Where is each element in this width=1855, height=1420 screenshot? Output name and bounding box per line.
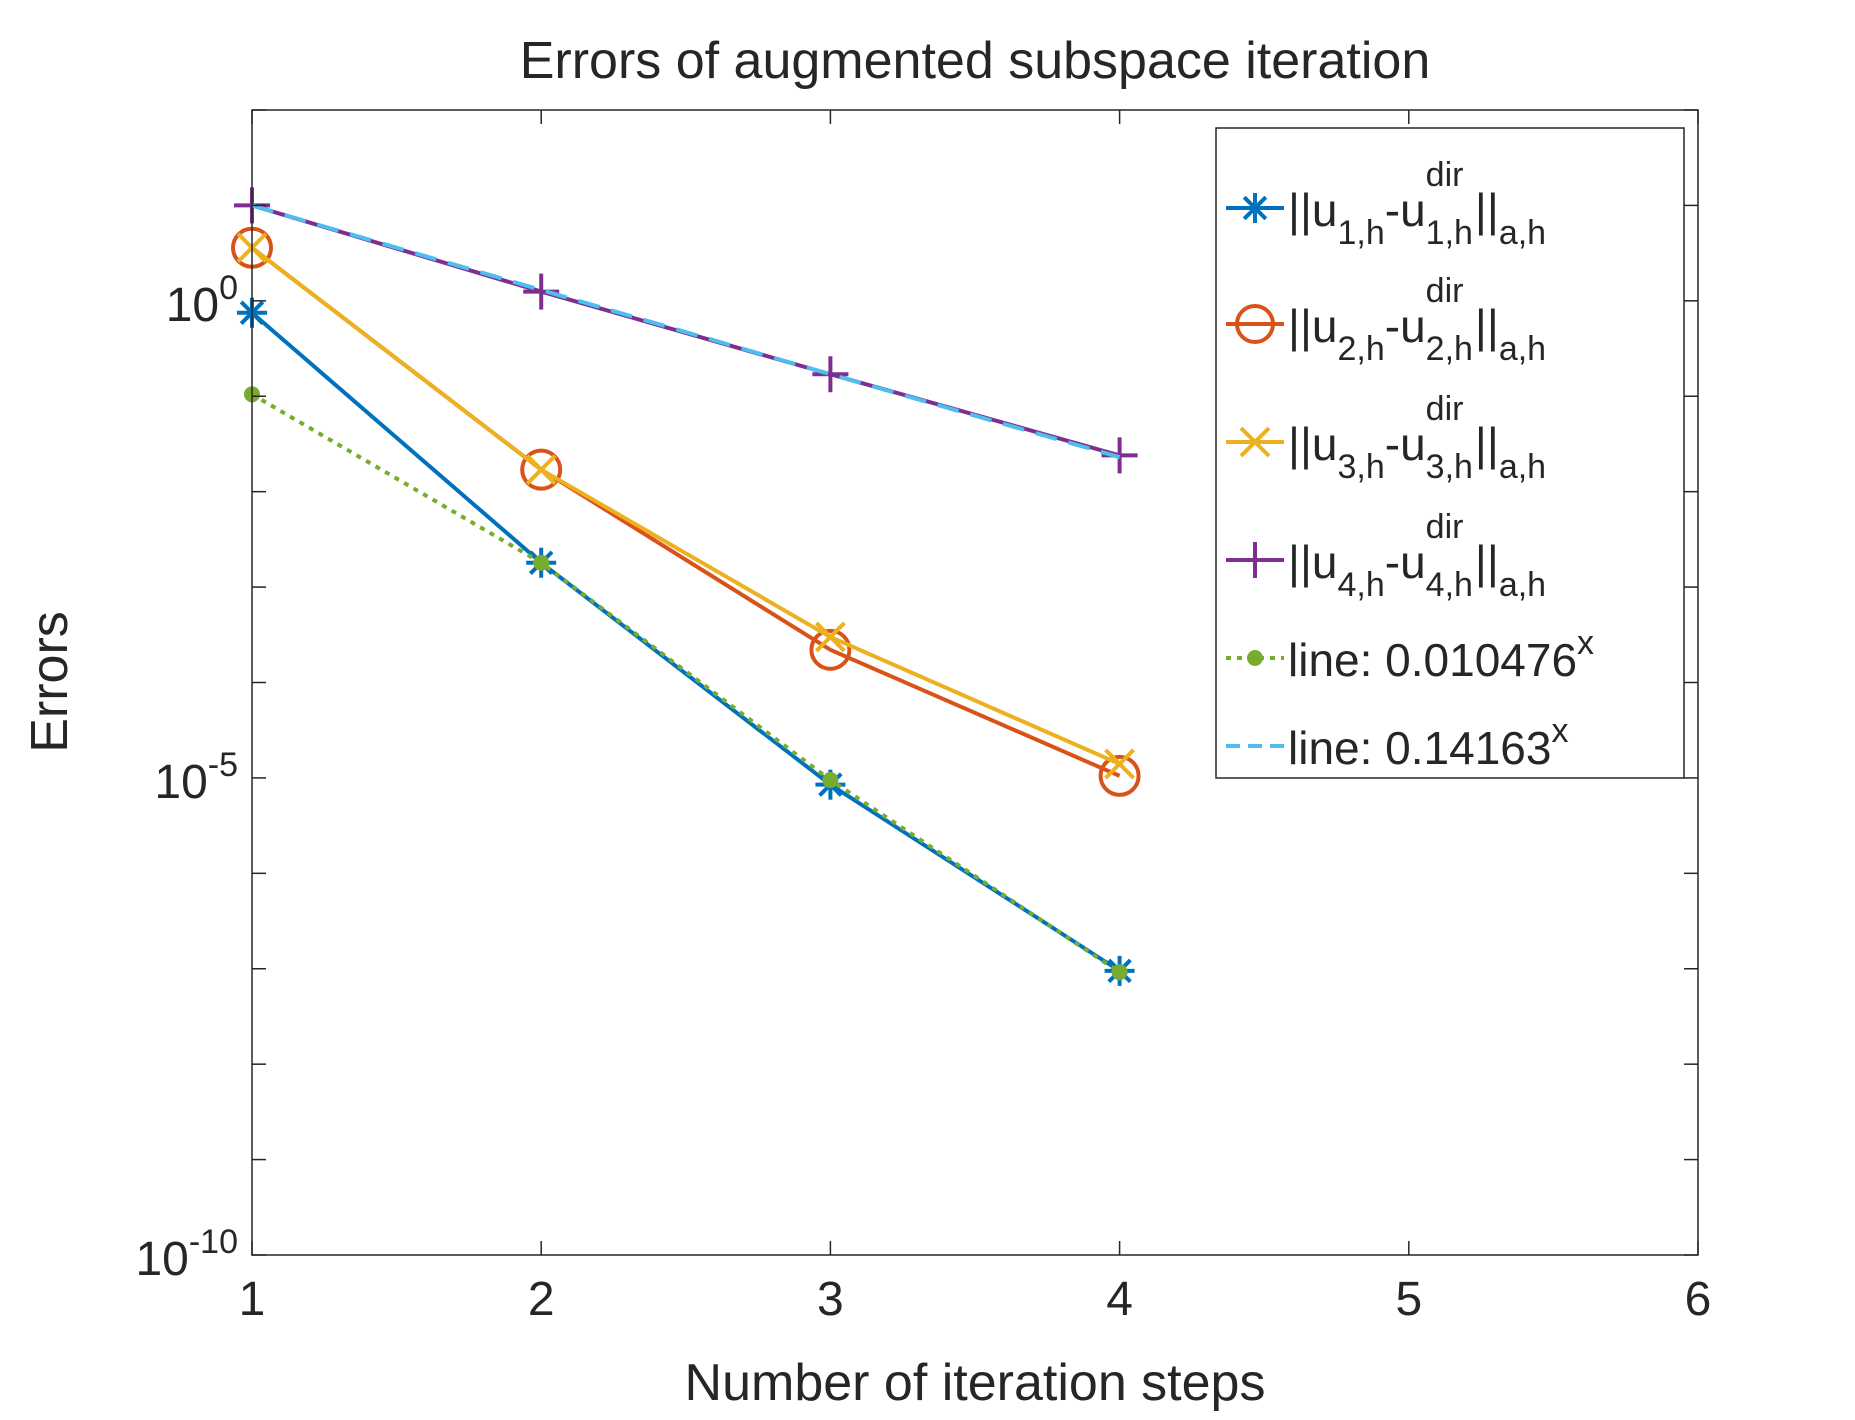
legend-label-part: ||u: [1288, 300, 1337, 352]
legend-label-sub: 2,h: [1426, 330, 1473, 368]
chart-title: Errors of augmented subspace iteration: [520, 32, 1431, 90]
legend-label-sub: 4,h: [1337, 566, 1384, 604]
legend-label-part: -u: [1385, 536, 1426, 588]
legend-label-sup: dir: [1426, 508, 1464, 546]
x-tick-label: 5: [1395, 1273, 1422, 1326]
series-5-point: [533, 554, 550, 571]
series-5-point: [1111, 964, 1128, 981]
legend-entry-3: ||u3,h-udir 3,h||a,h: [1226, 390, 1546, 486]
legend-label-part: ||u: [1288, 536, 1337, 588]
x-tick-label: 2: [528, 1273, 555, 1326]
legend-label-sub: 4,h: [1426, 566, 1473, 604]
legend-entry-5: line: 0.010476x: [1226, 624, 1594, 686]
legend-label-part: ||u: [1288, 184, 1337, 236]
legend-label-part: ||: [1475, 184, 1499, 236]
legend-label-sub: a,h: [1499, 330, 1546, 368]
legend-label-part: ||: [1475, 536, 1499, 588]
legend-label-sub: 3,h: [1426, 448, 1473, 486]
series-2-point: [1098, 754, 1141, 797]
series-3-point: [525, 454, 557, 486]
y-axis-label: Errors: [21, 611, 79, 753]
legend-swatch-marker: [1235, 304, 1275, 344]
legend-box: [1215, 127, 1685, 779]
legend-swatch-marker: [1239, 426, 1271, 458]
series-5-line: [250, 392, 1121, 974]
y-tick-exponent: 0: [219, 269, 238, 307]
legend-label-sub: 1,h: [1337, 214, 1384, 252]
legend-label: ||u3,h-udir 3,h||a,h: [1288, 390, 1546, 486]
series-3-point-stroke: [1104, 748, 1136, 780]
x-tick-label: 1: [239, 1273, 266, 1326]
legend: ||u1,h-udir 1,h||a,h||u2,h-udir 2,h||a,h||…: [1215, 127, 1685, 779]
legend-entry-4: ||u4,h-udir 4,h||a,h: [1226, 508, 1546, 604]
legend-label-part: line: 0.14163: [1288, 722, 1551, 774]
x-tick-label: 4: [1106, 1273, 1133, 1326]
legend-swatch-marker: [1237, 542, 1273, 578]
legend-label-sub: 3,h: [1337, 448, 1384, 486]
legend-label-part: -u: [1385, 418, 1426, 470]
series-3-point: [1104, 748, 1136, 780]
legend-label-sub: a,h: [1499, 448, 1546, 486]
legend-swatch-marker-stroke: [1242, 195, 1268, 221]
x-axis-label: Number of iteration steps: [685, 1354, 1266, 1412]
series-2-point: [520, 448, 563, 491]
legend-label-sub: 1,h: [1426, 214, 1473, 252]
x-tick-label: 3: [817, 1273, 844, 1326]
y-tick-exponent: -5: [208, 746, 238, 784]
legend-label-sub: a,h: [1499, 214, 1546, 252]
legend-label-part: ||: [1475, 418, 1499, 470]
y-tick-label: 10-5: [154, 746, 238, 809]
series-6-line: [251, 203, 1121, 460]
y-tick-label: 10-10: [135, 1223, 238, 1286]
y-tick-exponent: -10: [189, 1223, 238, 1261]
legend-label: ||u1,h-udir 1,h||a,h: [1288, 156, 1546, 252]
legend-swatch-marker: [1240, 193, 1270, 223]
legend-label-part: -u: [1385, 300, 1426, 352]
y-tick-base: 10: [154, 756, 207, 809]
series-3-point: [814, 621, 846, 653]
legend-label-sub: a,h: [1499, 566, 1546, 604]
legend-label-sup: x: [1577, 624, 1594, 662]
series-3-point-stroke: [814, 621, 846, 653]
series-3-line: [250, 246, 1121, 766]
legend-label-part: -u: [1385, 184, 1426, 236]
legend-label-part: ||: [1475, 300, 1499, 352]
series-2-point: [809, 628, 852, 671]
legend-label-sup: dir: [1426, 156, 1464, 194]
legend-entry-6: line: 0.14163x: [1226, 712, 1568, 774]
legend-label-part: ||u: [1288, 418, 1337, 470]
series-3-point-stroke: [525, 454, 557, 486]
legend-swatch-marker-stroke: [1239, 426, 1271, 458]
legend-entry-1: ||u1,h-udir 1,h||a,h: [1226, 156, 1546, 252]
series-6: [251, 203, 1121, 460]
y-tick-label: 100: [166, 269, 238, 332]
legend-swatch-marker: [1247, 650, 1263, 666]
legend-label-sup: x: [1551, 712, 1568, 750]
y-tick-base: 10: [135, 1233, 188, 1286]
x-axis: 1 2 3 4 5 6: [239, 110, 1712, 1326]
y-tick-base: 10: [166, 279, 219, 332]
series-4-point: [812, 356, 849, 393]
legend-label: line: 0.010476x: [1288, 624, 1594, 686]
series-5-point: [822, 772, 839, 789]
series-layer: [231, 187, 1141, 986]
legend-label-part: line: 0.010476: [1288, 634, 1577, 686]
x-tick-label: 6: [1685, 1273, 1712, 1326]
legend-label-sub: 2,h: [1337, 330, 1384, 368]
legend-label-sup: dir: [1426, 272, 1464, 310]
legend-label: line: 0.14163x: [1288, 712, 1568, 774]
legend-label: ||u4,h-udir 4,h||a,h: [1288, 508, 1546, 604]
legend-label-sup: dir: [1426, 390, 1464, 428]
legend-entry-2: ||u2,h-udir 2,h||a,h: [1226, 272, 1546, 368]
legend-label: ||u2,h-udir 2,h||a,h: [1288, 272, 1546, 368]
